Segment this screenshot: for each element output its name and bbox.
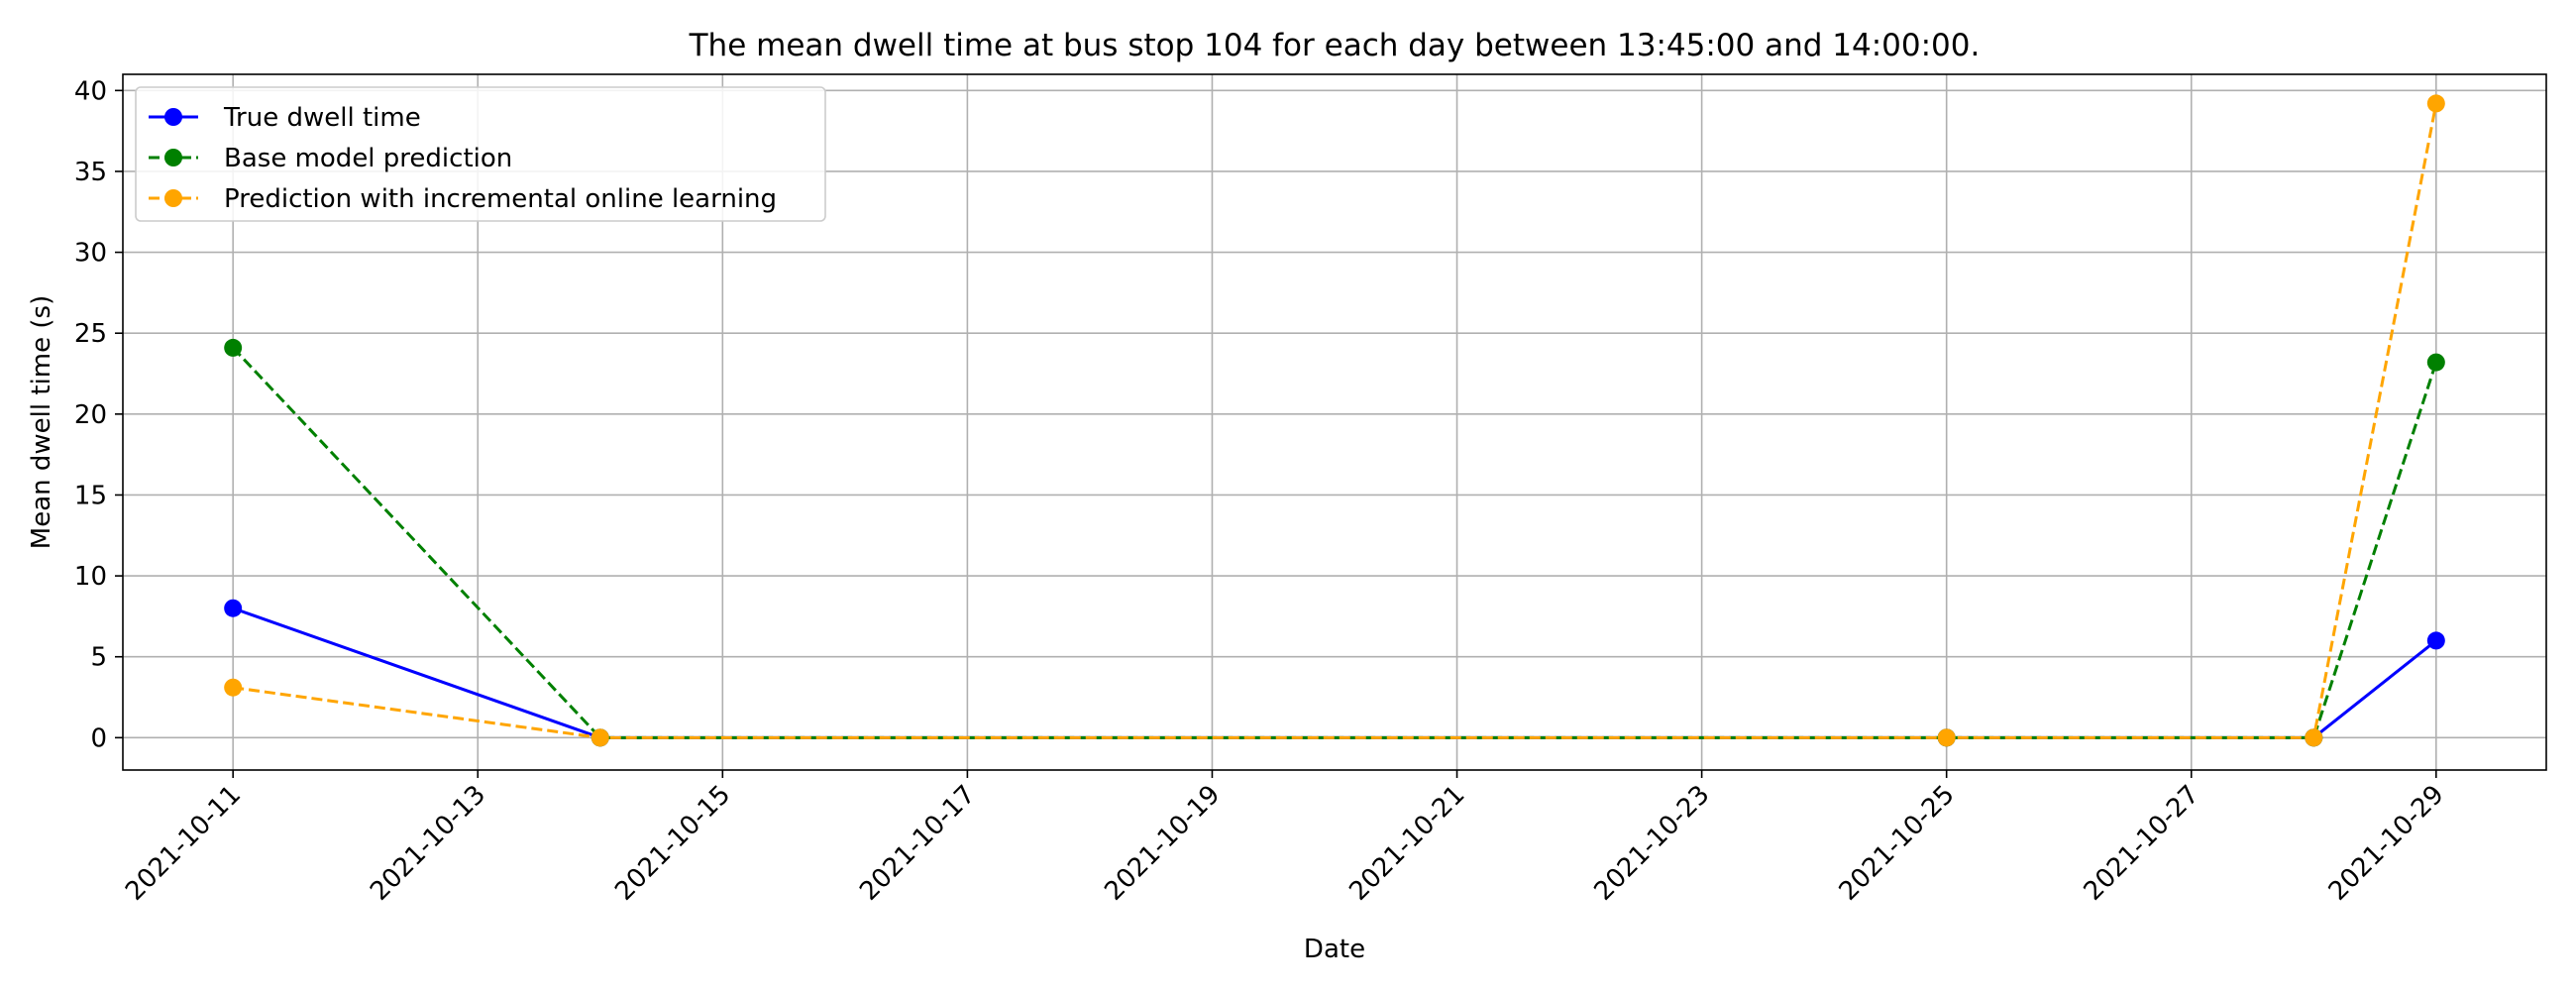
legend-marker	[164, 189, 182, 207]
chart-title: The mean dwell time at bus stop 104 for …	[689, 28, 1981, 63]
data-point	[2426, 631, 2445, 650]
x-tick-label: 2021-10-21	[1343, 780, 1470, 907]
data-point	[224, 599, 243, 617]
x-axis-label: Date	[1304, 935, 1365, 964]
y-tick-label: 20	[74, 400, 107, 430]
series-1	[224, 599, 2445, 747]
x-tick-label: 2021-10-13	[365, 780, 491, 907]
y-tick-label: 30	[74, 239, 107, 269]
legend-marker	[164, 149, 182, 166]
y-tick-label: 25	[74, 319, 107, 349]
legend-item: Base model prediction	[149, 144, 512, 173]
series-line	[232, 607, 2437, 739]
data-point	[224, 678, 243, 697]
x-tick-label: 2021-10-29	[2323, 780, 2450, 907]
y-tick-label: 10	[74, 562, 107, 592]
x-tick-label: 2021-10-11	[120, 780, 247, 907]
legend-label: Prediction with incremental online learn…	[224, 184, 777, 214]
legend-marker	[164, 108, 182, 126]
data-point	[1937, 728, 1956, 747]
series-line	[232, 346, 2438, 739]
x-tick-label: 2021-10-15	[609, 780, 736, 907]
data-point	[590, 728, 609, 747]
legend-box	[135, 86, 826, 222]
x-tick-label: 2021-10-27	[2079, 780, 2205, 907]
y-tick-label: 35	[74, 158, 107, 187]
data-point	[2426, 94, 2445, 113]
x-tick-label: 2021-10-23	[1588, 780, 1715, 907]
grid-lines	[123, 74, 2546, 770]
y-tick-label: 40	[74, 76, 107, 106]
plot-frame	[122, 73, 2547, 771]
y-tick-label: 15	[74, 481, 107, 510]
series-3	[224, 94, 2445, 747]
legend-item: True dwell time	[149, 103, 421, 133]
y-axis-label: Mean dwell time (s)	[27, 295, 56, 549]
y-tick-label: 0	[90, 723, 107, 753]
y-tick-label: 5	[90, 643, 107, 673]
legend: True dwell time Base model prediction Pred…	[135, 86, 826, 222]
x-tick-label: 2021-10-25	[1834, 780, 1961, 907]
legend-item: Prediction with incremental online learn…	[149, 184, 777, 214]
data-point	[224, 338, 243, 357]
x-tick-label: 2021-10-19	[1099, 780, 1226, 907]
series-2	[224, 338, 2445, 747]
data-point	[2426, 353, 2445, 372]
data-point	[2305, 728, 2323, 747]
legend-label: True dwell time	[223, 103, 421, 133]
legend-label: Base model prediction	[224, 144, 512, 173]
series-layer	[224, 94, 2445, 747]
x-tick-label: 2021-10-17	[854, 780, 981, 907]
